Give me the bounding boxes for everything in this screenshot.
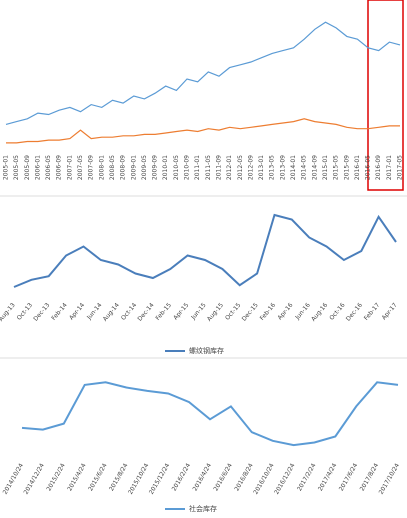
legend-label: 社会库存 [189,504,217,513]
x-tick-label: 2017/4/24 [317,462,339,492]
x-tick-label: 2015/2/24 [45,462,67,492]
x-tick-label: 2016/8/24 [233,462,255,492]
x-tick-label: 2009-01 [130,155,137,180]
x-tick-label: 2011-05 [205,155,212,180]
line-series [5,21,401,125]
x-tick-label: 2016/12/24 [273,462,296,496]
x-tick-label: Dec-15 [241,302,260,323]
x-tick-label: Aug-14 [102,302,121,323]
x-tick-label: 2006-01 [34,155,41,180]
x-tick-label: 2006-05 [45,155,52,180]
x-tick-label: 2017-05 [397,155,404,180]
x-tick-label: 2009-05 [141,155,148,180]
x-tick-label: 2016-01 [354,155,361,180]
x-tick-label: 2014/10/24 [2,462,25,496]
x-tick-label: Feb-17 [363,302,382,322]
x-tick-label: 2015/10/24 [127,462,150,496]
x-tick-label: 2013-09 [279,155,286,180]
x-tick-label: 2013-05 [269,155,276,180]
x-tick-label: 2017/2/24 [296,462,318,492]
x-tick-label: 2012-01 [226,155,233,180]
x-tick-label: 2007-09 [88,155,95,180]
legend-label: 螺纹钢库存 [189,346,224,355]
x-tick-label: 2015-01 [322,155,329,180]
line-series [6,118,400,144]
x-tick-label: 2012-05 [237,155,244,180]
x-tick-label: 2016/2/24 [171,462,193,492]
x-tick-label: 2012-09 [247,155,254,180]
x-tick-label: Aug-16 [310,302,329,323]
x-tick-label: 2014/12/24 [23,462,46,496]
x-tick-label: 2011-09 [215,155,222,180]
x-tick-label: 2005-09 [24,155,31,180]
x-tick-label: Apr-14 [68,302,86,322]
x-tick-label: 2016/4/24 [192,462,214,492]
x-tick-label: 2010-05 [173,155,180,180]
x-tick-label: 2008-01 [98,155,105,180]
x-tick-label: 2015-09 [343,155,350,180]
x-tick-label: 2017/10/24 [378,462,401,496]
x-tick-label: 2007-01 [66,155,73,180]
x-tick-label: 2005-01 [3,155,10,180]
x-tick-label: 2016/10/24 [252,462,275,496]
x-tick-label: 2015/12/24 [148,462,171,496]
x-tick-label: 2017/6/24 [338,462,360,492]
x-tick-label: 2015/8/24 [108,462,130,492]
x-tick-label: Aug-15 [206,302,225,323]
x-tick-label: 2017/8/24 [359,462,381,492]
x-tick-label: 2016-09 [375,155,382,180]
x-tick-label: 2015-05 [333,155,340,180]
x-tick-label: 2005-05 [13,155,20,180]
x-tick-label: Feb-14 [50,302,69,322]
line-series [13,213,397,288]
line-series [21,381,399,447]
highlight-box [367,0,404,191]
x-tick-label: 2006-09 [56,155,63,180]
x-tick-label: 2016-05 [365,155,372,180]
x-tick-label: Feb-16 [259,302,278,322]
x-tick-label: Apr-16 [276,302,294,322]
x-tick-label: 2016/6/24 [212,462,234,492]
x-tick-label: Feb-15 [154,302,173,322]
x-tick-label: 2013-01 [258,155,265,180]
x-tick-label: 2011-01 [194,155,201,180]
x-tick-label: 2015/4/24 [66,462,88,492]
x-tick-label: 2010-01 [162,155,169,180]
x-tick-label: Dec-14 [136,302,155,323]
x-tick-label: Dec-13 [32,302,51,323]
x-tick-label: Apr-15 [172,302,190,322]
x-tick-label: 2010-09 [184,155,191,180]
x-tick-label: Apr-17 [381,302,399,322]
x-tick-label: 2009-09 [152,155,159,180]
x-tick-label: 2008-09 [120,155,127,180]
x-tick-label: 2014-09 [311,155,318,180]
x-tick-label: 2008-05 [109,155,116,180]
x-tick-label: 2007-05 [77,155,84,180]
x-tick-label: Dec-16 [345,302,364,323]
x-tick-label: 2015/6/24 [87,462,109,492]
x-tick-label: Aug-13 [0,302,17,323]
x-tick-label: 2017-01 [386,155,393,180]
x-tick-label: 2014-01 [290,155,297,180]
x-tick-label: 2014-05 [301,155,308,180]
